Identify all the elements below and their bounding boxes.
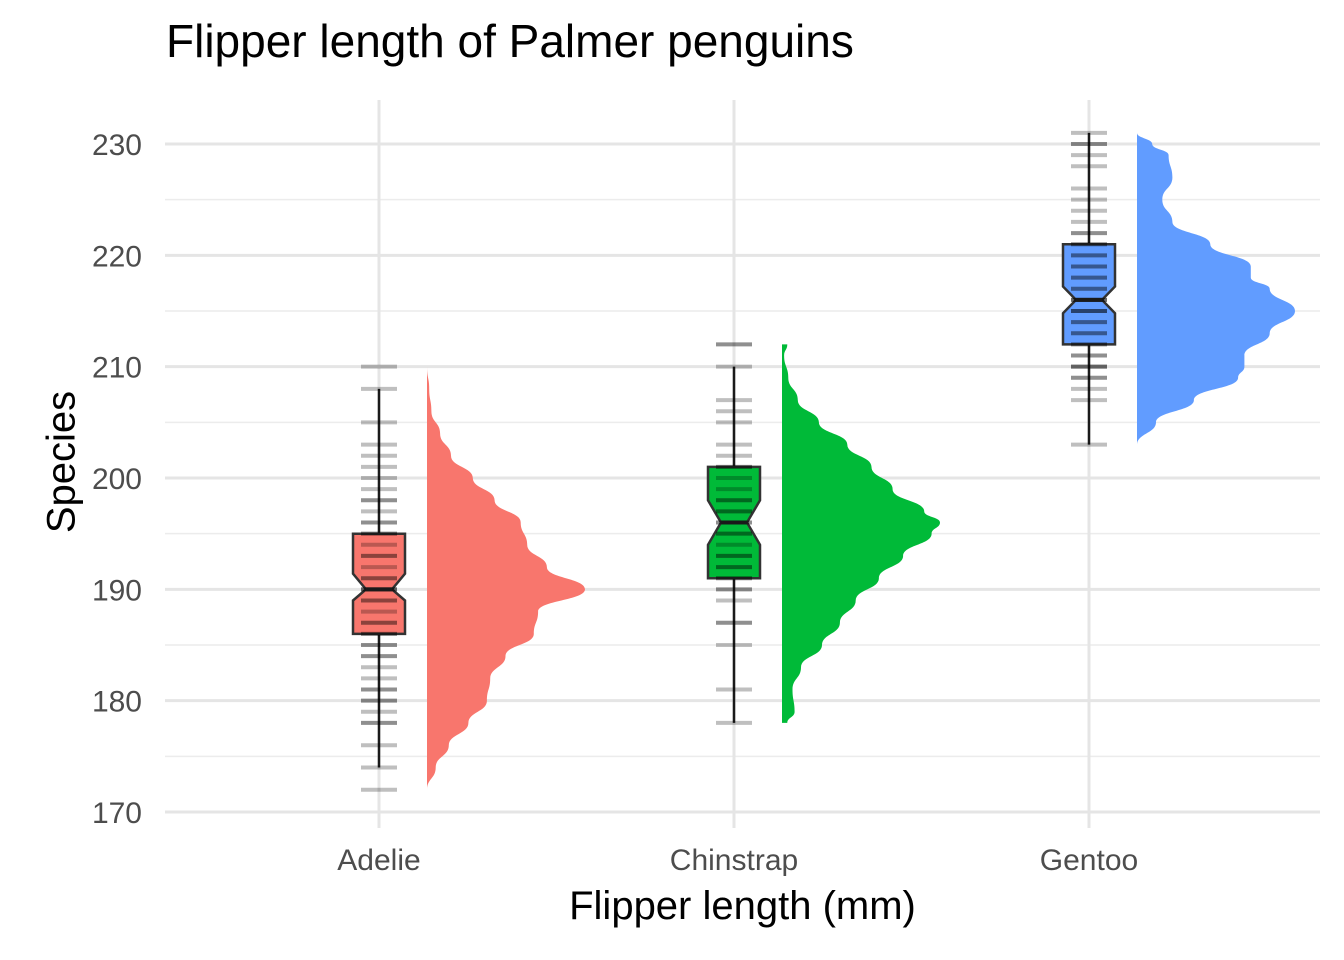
- x-axis-title: Flipper length (mm): [569, 884, 916, 928]
- y-tick-label: 190: [92, 574, 142, 607]
- x-tick-label: Chinstrap: [670, 844, 798, 877]
- box-gentoo: [1061, 242, 1117, 346]
- y-tick-labels: 170 180 190 200 210 220 230: [92, 129, 142, 830]
- grid-layer: [165, 100, 1320, 828]
- y-tick-label: 230: [92, 129, 142, 162]
- chart-marks: [351, 130, 1295, 792]
- y-tick-label: 210: [92, 352, 142, 385]
- raincloud-gentoo: [1061, 130, 1295, 447]
- y-tick-label: 180: [92, 686, 142, 719]
- density-chinstrap: [782, 344, 940, 723]
- y-tick-label: 170: [92, 797, 142, 830]
- box-adelie: [351, 532, 407, 636]
- density-gentoo: [1137, 132, 1295, 445]
- raincloud-adelie: [351, 364, 585, 792]
- x-tick-label: Adelie: [337, 844, 420, 877]
- x-tick-label: Gentoo: [1040, 844, 1138, 877]
- x-tick-labels: Adelie Chinstrap Gentoo: [337, 844, 1138, 877]
- density-adelie: [427, 366, 585, 790]
- raincloud-chinstrap: [706, 342, 940, 725]
- y-tick-label: 220: [92, 240, 142, 273]
- chart-title: Flipper length of Palmer penguins: [166, 15, 854, 67]
- y-tick-label: 200: [92, 463, 142, 496]
